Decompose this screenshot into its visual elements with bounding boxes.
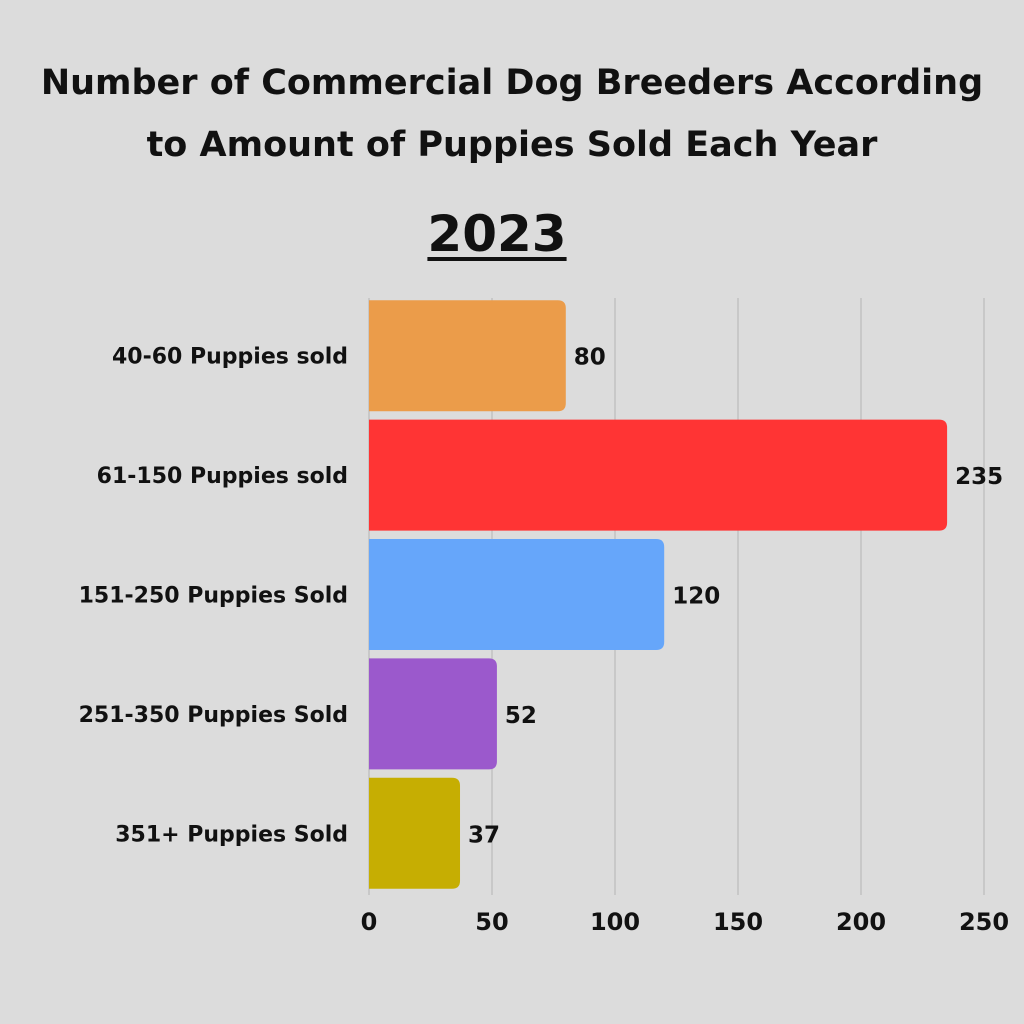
x-tick-label: 150: [713, 908, 763, 936]
bar: [369, 539, 665, 650]
bar: [369, 300, 566, 412]
y-category-label: 251-350 Puppies Sold: [79, 703, 348, 728]
chart-title-line-1: Number of Commercial Dog Breeders Accord…: [40, 63, 984, 103]
chart-title-line-2: to Amount of Puppies Sold Each Year: [146, 125, 878, 165]
x-tick-label: 100: [590, 908, 640, 936]
x-tick-label: 50: [475, 908, 508, 936]
bar-value-label: 120: [672, 584, 720, 610]
y-category-label: 40-60 Puppies sold: [112, 345, 348, 370]
y-category-label: 61-150 Puppies sold: [97, 464, 348, 489]
bar: [369, 419, 948, 531]
bar-value-label: 80: [574, 345, 606, 371]
bar-value-label: 235: [955, 464, 1003, 490]
bar: [369, 658, 497, 770]
bar-value-label: 52: [505, 703, 537, 729]
chart-title: Number of Commercial Dog Breeders Accord…: [0, 52, 1024, 176]
x-tick-label: 250: [959, 908, 1009, 936]
y-category-label: 351+ Puppies Sold: [115, 822, 348, 847]
x-tick-label: 200: [836, 908, 886, 936]
chart-subtitle: 2023: [427, 205, 567, 263]
bar: [369, 777, 461, 889]
x-tick-label: 0: [361, 908, 378, 936]
y-category-label: 151-250 Puppies Sold: [79, 584, 348, 609]
bar-value-label: 37: [468, 822, 500, 848]
